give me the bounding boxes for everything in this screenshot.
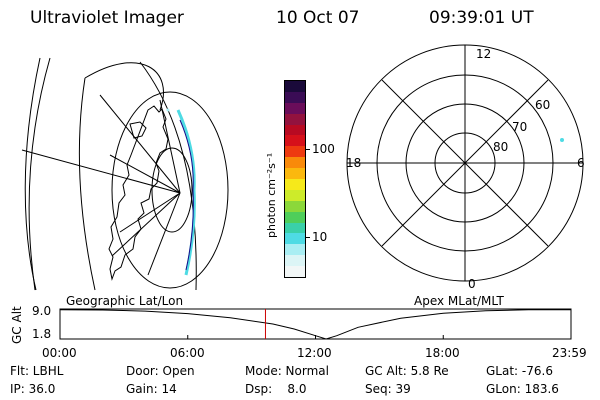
colorbar-segment [285, 200, 305, 212]
colorbar-segment [285, 255, 305, 267]
x-tick-2359: 23:59 [552, 346, 587, 360]
colorbar-segment [285, 157, 305, 169]
colorbar-segment [285, 124, 305, 136]
info-ip: IP: 36.0 [10, 382, 56, 396]
coastline [108, 105, 169, 281]
colorbar-tick-10: 10 [312, 230, 328, 244]
tick-mark [306, 237, 310, 238]
date-label: 10 Oct 07 [276, 8, 360, 28]
colorbar-tick-100: 100 [312, 142, 335, 156]
colorbar-segment [285, 211, 305, 223]
info-door: Door: Open [126, 364, 195, 378]
info-glat: GLat: -76.6 [486, 364, 553, 378]
mlt-label-18: 18 [346, 156, 362, 170]
info-seq: Seq: 39 [365, 382, 411, 396]
colorbar [284, 80, 306, 278]
colorbar-segment [285, 102, 305, 114]
info-mode: Mode: Normal [245, 364, 329, 378]
colorbar-segment [285, 146, 305, 158]
colorbar-segment [285, 244, 305, 256]
mlt-label-6: 6 [577, 156, 585, 170]
auroral-emission [176, 109, 196, 276]
instrument-title: Ultraviolet Imager [30, 8, 184, 28]
colorbar-segment [285, 113, 305, 125]
y-tick-low: 1.8 [32, 327, 52, 341]
colorbar-segment [285, 135, 305, 147]
time-label: 09:39:01 UT [429, 8, 534, 28]
mlt-label-0: 0 [468, 277, 476, 291]
y-tick-high: 9.0 [32, 304, 52, 318]
info-dsp: Dsp: 8.0 [245, 382, 307, 396]
lat-label-60: 60 [535, 98, 551, 112]
colorbar-segment [285, 81, 305, 92]
altitude-series-line [59, 309, 571, 340]
lat-label-80: 80 [493, 140, 509, 154]
x-tick-0000: 00:00 [42, 346, 77, 360]
colorbar-segment [285, 189, 305, 201]
colorbar-segment [285, 233, 305, 245]
colorbar-segment [285, 266, 305, 278]
timeline-left-title: Geographic Lat/Lon [66, 294, 184, 308]
lat-label-70: 70 [512, 120, 528, 134]
info-gain: Gain: 14 [126, 382, 177, 396]
x-tick-1800: 18:00 [425, 346, 460, 360]
colorbar-segment [285, 168, 305, 180]
info-flt: Flt: LBHL [10, 364, 64, 378]
colorbar-segment [285, 91, 305, 103]
colorbar-segment [285, 222, 305, 234]
x-tick-1200: 12:00 [297, 346, 332, 360]
info-glon: GLon: 183.6 [486, 382, 559, 396]
mlt-label-12: 12 [476, 47, 492, 61]
timeline-right-title: Apex MLat/MLT [414, 294, 504, 308]
colorbar-segment [285, 179, 305, 190]
tick-mark [306, 149, 310, 150]
x-tick-0600: 06:00 [170, 346, 205, 360]
info-gcalt: GC Alt: 5.8 Re [365, 364, 449, 378]
